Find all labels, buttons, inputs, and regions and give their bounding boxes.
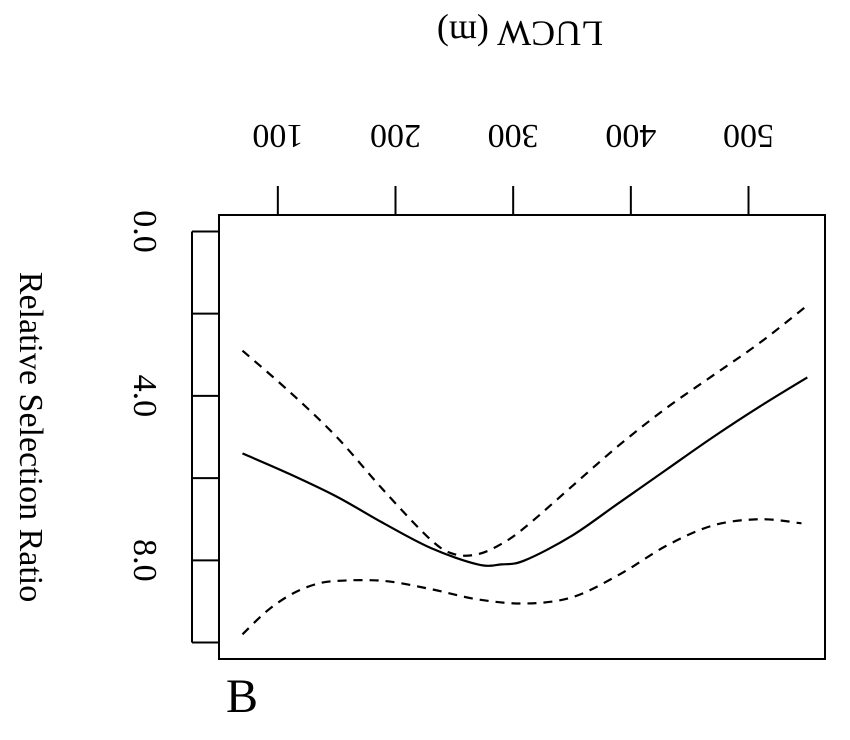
- x-tick-label: 200: [370, 117, 421, 154]
- panel-label: B: [226, 670, 258, 723]
- plot-frame: [218, 214, 826, 660]
- y-tick-label: 0.0: [126, 210, 163, 253]
- lower-ci-line: [241, 518, 802, 636]
- y-axis-label: Relative Selection Ratio: [12, 272, 49, 602]
- x-axis: 100 200 300 400 500: [252, 117, 774, 216]
- series-group: [241, 304, 808, 636]
- x-tick-label: 400: [605, 117, 656, 154]
- y-axis: 0.0 4.0 8.0: [126, 210, 219, 644]
- x-axis-label: LUCW (m): [437, 14, 603, 54]
- y-tick-label: 4.0: [126, 375, 163, 418]
- upper-ci-line: [241, 304, 808, 557]
- y-tick-label: 8.0: [126, 539, 163, 582]
- x-tick-label: 100: [252, 117, 303, 154]
- x-tick-label: 300: [488, 117, 539, 154]
- fit-line: [242, 376, 808, 567]
- x-tick-label: 500: [723, 117, 774, 154]
